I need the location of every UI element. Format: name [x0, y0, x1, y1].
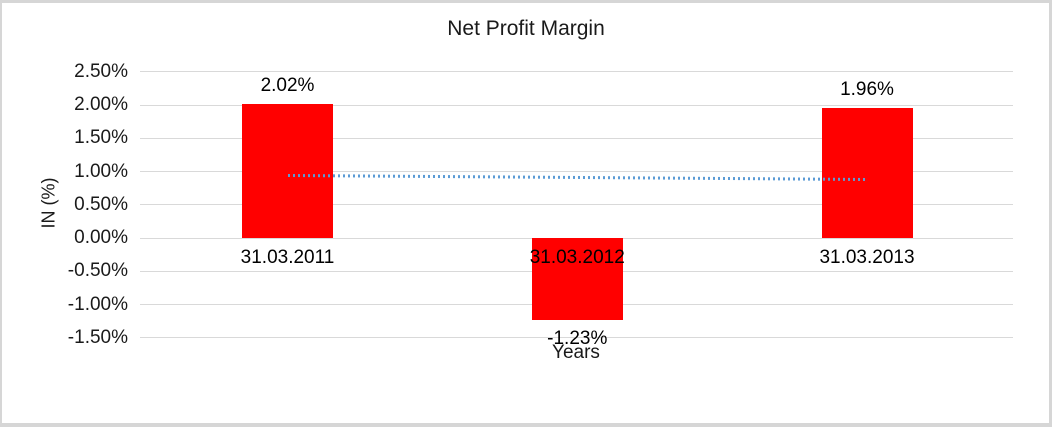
gridline	[140, 171, 1013, 172]
y-tick-label: -0.50%	[67, 260, 128, 282]
y-tick-label: -1.50%	[67, 326, 128, 348]
chart-title: Net Profit Margin	[447, 17, 605, 40]
x-axis-title: Years	[552, 342, 600, 363]
category-label: 31.03.2012	[529, 247, 625, 268]
y-tick-label: 0.00%	[74, 227, 128, 248]
data-label: 2.02%	[260, 74, 315, 96]
category-label: 31.03.2013	[819, 247, 915, 268]
gridline	[140, 337, 1013, 339]
y-tick-label: -1.00%	[67, 293, 128, 315]
y-tick-label: 1.00%	[74, 160, 128, 182]
gridline	[140, 104, 1013, 106]
y-tick-label: 0.50%	[74, 193, 128, 215]
gridline	[140, 204, 1013, 206]
data-label: -1.23%	[547, 327, 608, 349]
bar	[821, 107, 913, 238]
category-label: 31.03.2011	[240, 247, 335, 268]
bar	[242, 103, 333, 238]
bar	[531, 238, 623, 320]
y-axis-title: IN (%)	[38, 177, 59, 229]
y-tick-label: 2.00%	[74, 94, 128, 115]
trendline-dotted	[287, 173, 867, 181]
y-tick-label: 2.50%	[74, 60, 128, 82]
data-label: 1.96%	[840, 78, 894, 100]
gridline	[140, 137, 1013, 139]
y-tick-label: 1.50%	[74, 127, 128, 149]
gridline	[140, 71, 1013, 73]
